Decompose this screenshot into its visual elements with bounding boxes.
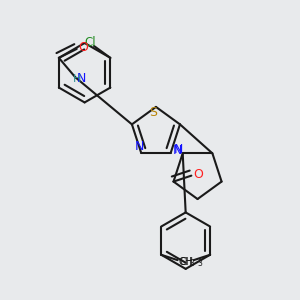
Text: O: O (193, 168, 203, 181)
Text: O: O (78, 41, 88, 54)
Text: N: N (173, 143, 183, 156)
Text: CH: CH (179, 256, 193, 267)
Text: 3: 3 (189, 259, 194, 268)
Text: H: H (73, 74, 81, 84)
Text: Cl: Cl (85, 36, 96, 49)
Text: CH: CH (178, 256, 192, 267)
Text: S: S (149, 106, 157, 119)
Text: 3: 3 (197, 259, 202, 268)
Text: N: N (173, 145, 182, 158)
Text: N: N (77, 72, 86, 85)
Text: N: N (135, 140, 144, 153)
